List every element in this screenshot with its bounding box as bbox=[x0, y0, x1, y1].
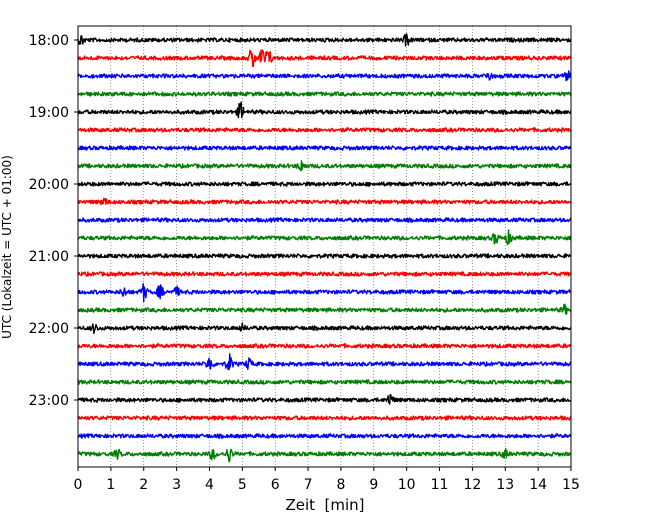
trace-1830 bbox=[77, 70, 572, 82]
x-tick-label: 0 bbox=[74, 477, 83, 493]
trace-1845 bbox=[77, 91, 572, 97]
x-tick-label: 14 bbox=[529, 477, 547, 493]
trace-1815 bbox=[77, 49, 572, 68]
trace-1930 bbox=[77, 145, 572, 151]
y-tick-label: 21:00 bbox=[29, 249, 69, 265]
x-axis-label: Zeit [min] bbox=[285, 496, 364, 514]
x-tick-label: 6 bbox=[271, 477, 280, 493]
x-tick-label: 11 bbox=[431, 477, 449, 493]
seismic-traces bbox=[77, 33, 572, 463]
x-tick-label: 12 bbox=[463, 477, 481, 493]
plot-frame bbox=[77, 25, 572, 468]
x-tick-label: 3 bbox=[172, 477, 181, 493]
trace-2100 bbox=[77, 253, 572, 259]
trace-2045 bbox=[77, 229, 572, 246]
x-tick-label: 5 bbox=[238, 477, 247, 493]
trace-2315 bbox=[77, 415, 572, 421]
trace-2145 bbox=[77, 303, 572, 315]
y-tick-label: 20:00 bbox=[29, 177, 69, 193]
trace-1915 bbox=[77, 127, 572, 133]
x-tick-label: 1 bbox=[106, 477, 115, 493]
trace-1945 bbox=[77, 160, 572, 172]
x-tick-label: 8 bbox=[336, 477, 345, 493]
x-axis-ticks: 0 1 2 3 4 5 6 7 8 9 10 11 12 13 14 15 bbox=[74, 467, 580, 493]
y-tick-label: 18:00 bbox=[29, 33, 69, 49]
y-tick-label: 23:00 bbox=[29, 393, 69, 409]
trace-2200 bbox=[77, 322, 572, 335]
x-tick-label: 4 bbox=[205, 477, 214, 493]
y-axis-ticks: 18:00 19:00 20:00 21:00 22:00 23:00 bbox=[29, 33, 78, 409]
trace-2230 bbox=[77, 353, 572, 371]
trace-2330 bbox=[77, 433, 572, 439]
trace-2000 bbox=[77, 181, 572, 187]
trace-2030 bbox=[77, 217, 572, 223]
y-tick-label: 19:00 bbox=[29, 105, 69, 121]
trace-2015 bbox=[77, 197, 572, 206]
x-tick-label: 7 bbox=[304, 477, 313, 493]
x-tick-label: 13 bbox=[496, 477, 514, 493]
trace-2130 bbox=[77, 283, 572, 303]
y-axis-label: UTC (Lokalzeit = UTC + 01:00) bbox=[0, 155, 14, 339]
trace-2115 bbox=[77, 271, 572, 277]
x-tick-label: 2 bbox=[139, 477, 148, 493]
y-tick-label: 22:00 bbox=[29, 321, 69, 337]
trace-1900 bbox=[77, 101, 572, 119]
trace-2215 bbox=[77, 343, 572, 349]
x-tick-label: 9 bbox=[369, 477, 378, 493]
trace-2245 bbox=[77, 379, 572, 385]
x-tick-label: 15 bbox=[562, 477, 580, 493]
trace-1800 bbox=[77, 33, 572, 47]
x-tick-label: 10 bbox=[398, 477, 416, 493]
trace-2300 bbox=[77, 393, 572, 405]
trace-2345 bbox=[77, 447, 572, 463]
